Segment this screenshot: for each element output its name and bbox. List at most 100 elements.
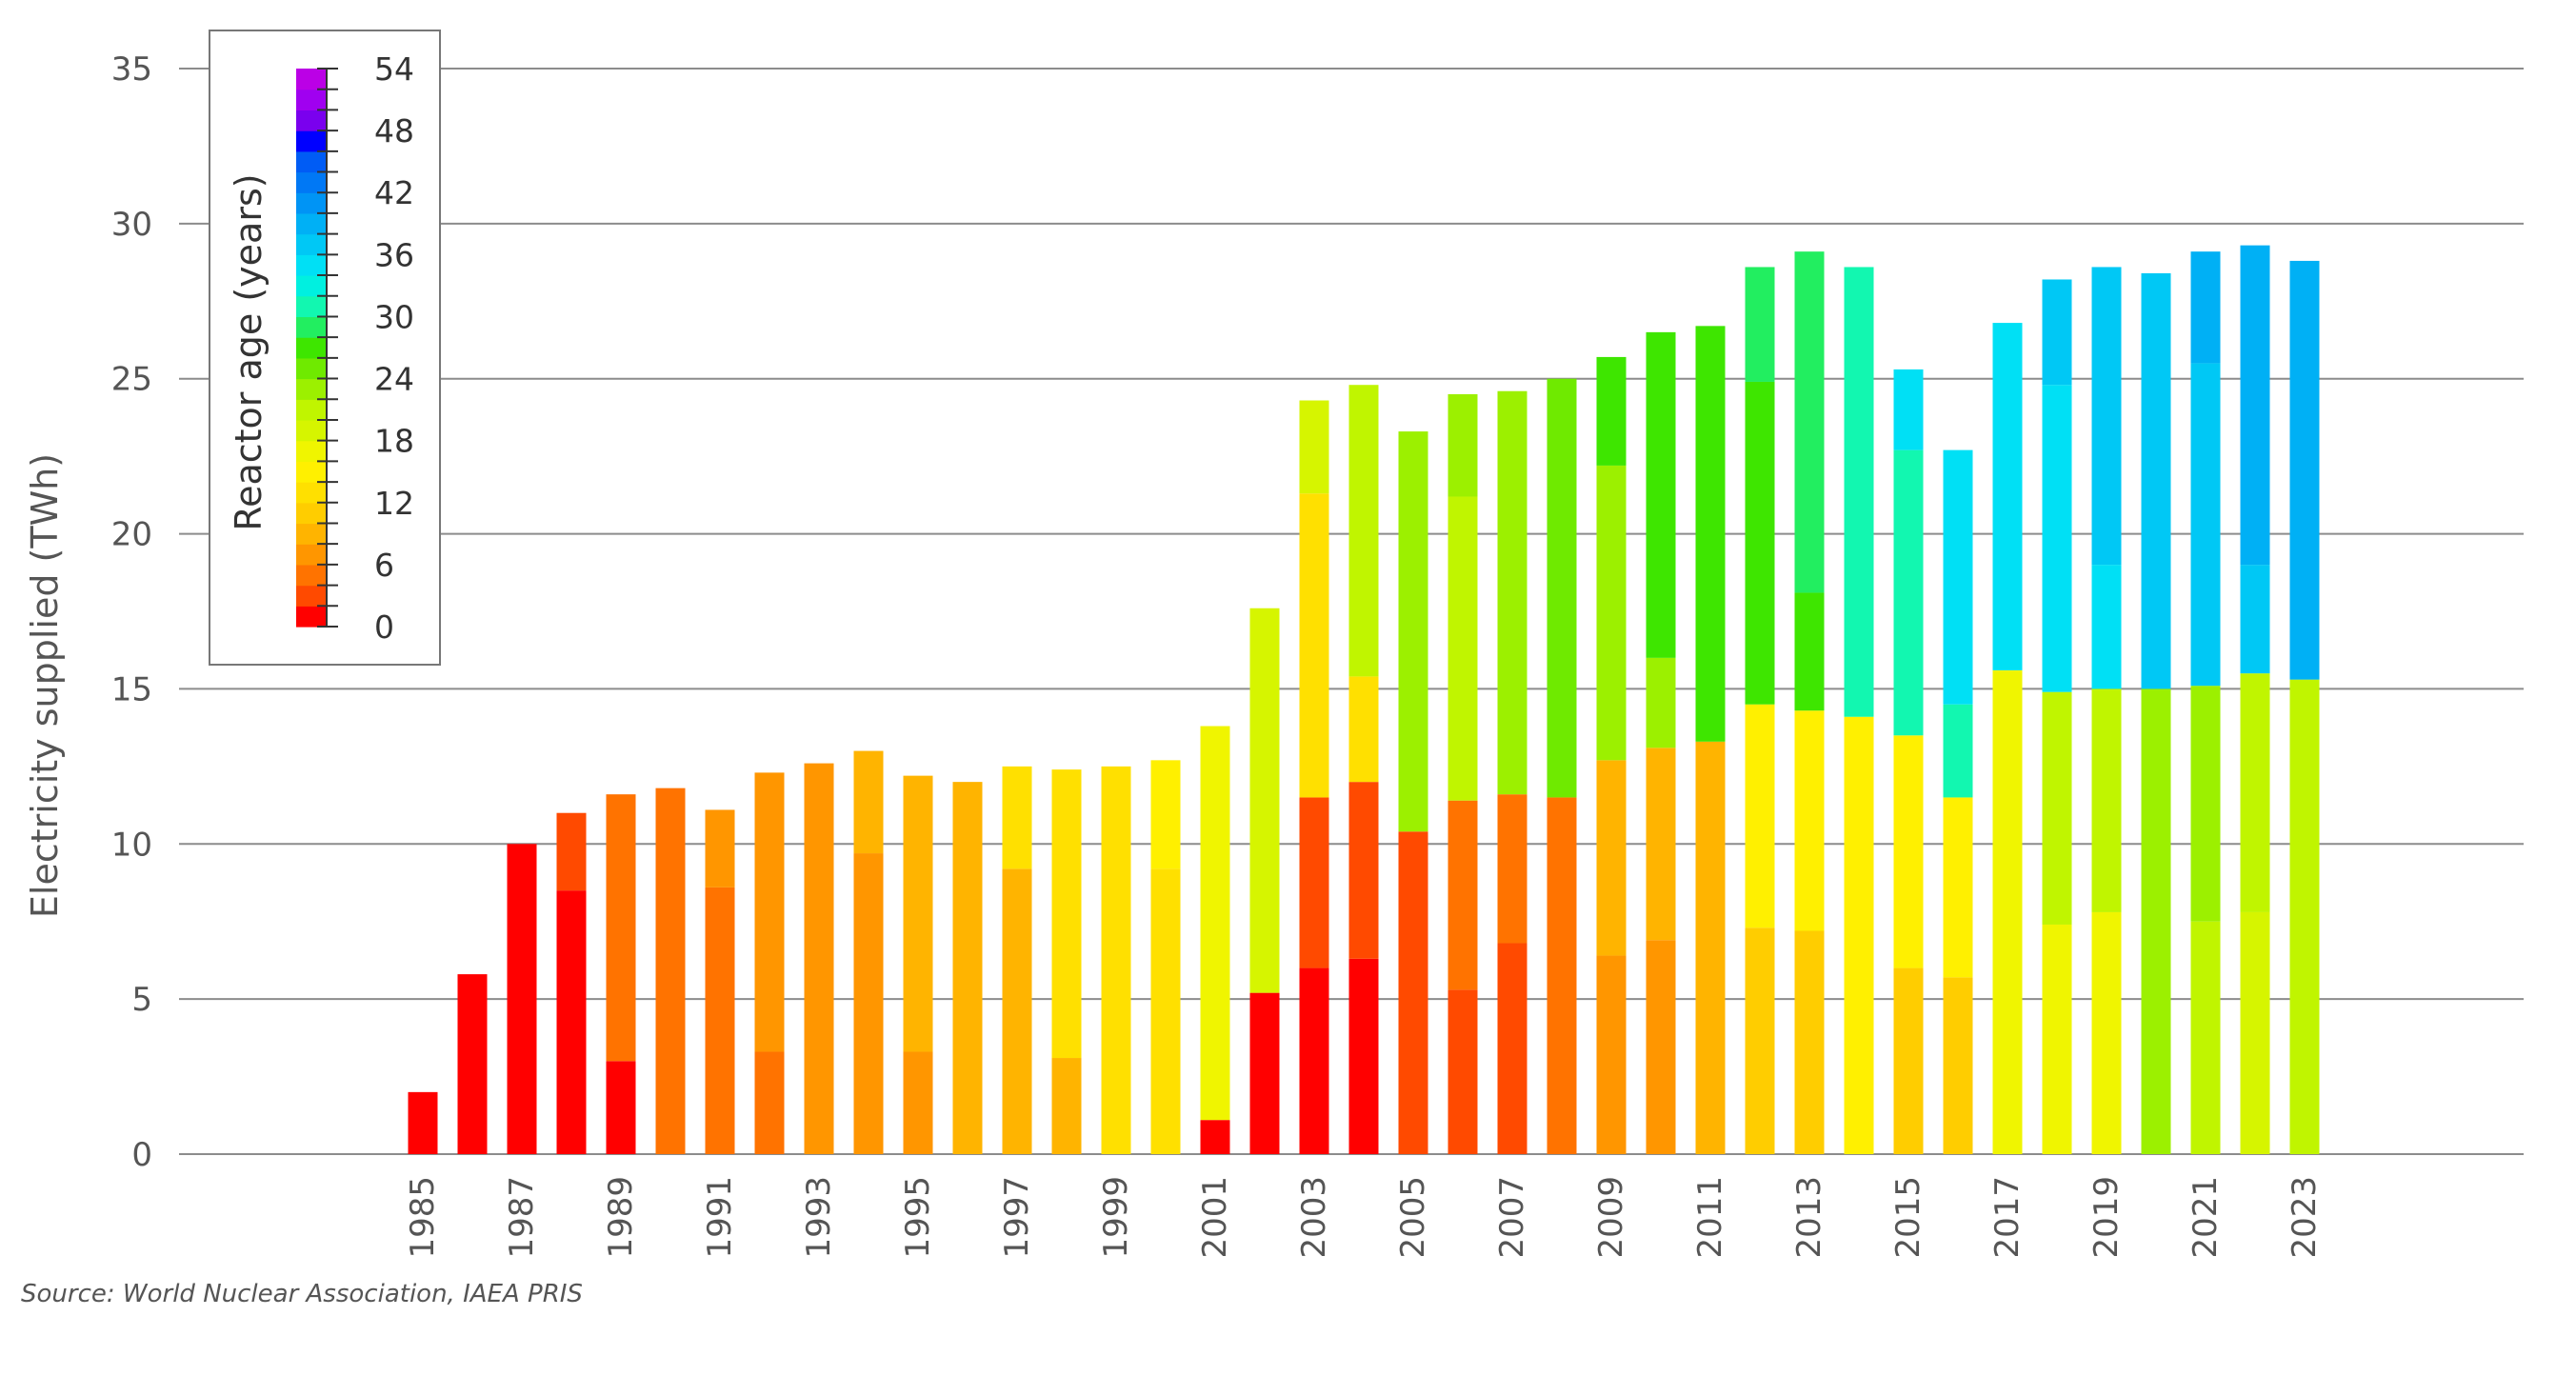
bar-2008 (1547, 378, 1577, 1154)
legend-swatch (296, 440, 327, 462)
bar-segment (2091, 565, 2122, 689)
bar-2017 (1992, 323, 2023, 1154)
y-axis-title: Electricity supplied (TWh) (24, 453, 66, 918)
bar-segment (1200, 726, 1230, 1121)
bar-1985 (408, 1091, 438, 1154)
bar-segment (1547, 797, 1577, 1154)
bar-segment (1299, 967, 1329, 1154)
bar-segment (1596, 356, 1627, 466)
legend-label: 54 (374, 50, 414, 88)
x-tick-label: 2005 (1394, 1176, 1432, 1259)
bar-segment (2141, 272, 2171, 689)
legend-colorbar (296, 68, 338, 628)
bar-segment (1893, 735, 1924, 968)
source-note: Source: World Nuclear Association, IAEA … (21, 1280, 583, 1308)
bar-segment (1299, 493, 1329, 798)
x-tick-label: 2011 (1691, 1176, 1729, 1259)
bar-segment (1448, 989, 1478, 1154)
x-tick-label: 2007 (1493, 1176, 1531, 1259)
bar-segment (2289, 679, 2320, 1154)
bar-segment (853, 853, 884, 1154)
bar-2013 (1794, 251, 1825, 1154)
bar-segment (1348, 782, 1379, 959)
legend-swatch (296, 606, 327, 628)
bar-segment (1299, 400, 1329, 494)
legend-swatch (296, 523, 327, 545)
bar-segment (1893, 369, 1924, 450)
bar-segment (1348, 676, 1379, 783)
legend-swatch (296, 192, 327, 214)
legend-swatch (296, 89, 327, 111)
x-tick-label: 1989 (602, 1176, 640, 1259)
bar-segment (1844, 267, 1874, 717)
y-tick-label: 0 (131, 1136, 152, 1174)
bar-2006 (1448, 394, 1478, 1154)
y-tick-label: 20 (111, 516, 152, 554)
legend-labels: 54 48 42 36 30 24 18 12 6 0 (374, 50, 414, 646)
bar-segment (606, 794, 636, 1062)
bar-2010 (1646, 331, 1676, 1154)
bar-segment (1249, 992, 1280, 1154)
legend-swatch (296, 316, 327, 338)
bar-1996 (952, 782, 983, 1154)
legend-swatch (296, 69, 327, 90)
bar-2011 (1695, 326, 1726, 1154)
x-tick-label: 2003 (1295, 1176, 1333, 1259)
x-tick-label: 1997 (998, 1176, 1036, 1259)
bar-2003 (1299, 400, 1329, 1154)
bar-segment (1002, 766, 1032, 869)
bar-segment (1101, 766, 1131, 1154)
bar-segment (903, 775, 933, 1052)
bar-2015 (1893, 369, 1924, 1154)
bar-segment (952, 782, 983, 1154)
y-tick-label: 30 (111, 206, 152, 244)
bar-segment (1943, 797, 1973, 978)
bar-segment (1794, 930, 1825, 1154)
bar-segment (2240, 911, 2270, 1154)
bar-2012 (1745, 267, 1775, 1154)
bar-segment (1051, 769, 1082, 1059)
bar-segment (1646, 331, 1676, 658)
bar-segment (2042, 385, 2072, 692)
bars (408, 245, 2320, 1154)
bar-1998 (1051, 769, 1082, 1154)
x-tick-label: 2009 (1592, 1176, 1630, 1259)
bar-1990 (655, 788, 686, 1154)
bar-1997 (1002, 766, 1032, 1154)
bar-segment (1448, 496, 1478, 801)
bar-2018 (2042, 279, 2072, 1154)
bar-segment (2091, 911, 2122, 1154)
x-tick-label: 2001 (1196, 1176, 1234, 1259)
x-tick-label: 2021 (2187, 1176, 2225, 1259)
bar-1988 (556, 812, 587, 1154)
bar-segment (1398, 831, 1428, 1154)
bar-segment (1943, 704, 1973, 798)
bar-1994 (853, 750, 884, 1154)
bar-segment (1844, 716, 1874, 1154)
legend-swatch (296, 461, 327, 483)
legend-swatch (296, 295, 327, 318)
x-tick-label: 2015 (1889, 1176, 1927, 1259)
bar-segment (1398, 431, 1428, 832)
legend-label: 0 (374, 608, 394, 646)
bar-segment (2042, 691, 2072, 925)
bar-segment (1547, 378, 1577, 798)
bar-1989 (606, 794, 636, 1154)
legend-swatch (296, 171, 327, 193)
legend-swatch (296, 254, 327, 276)
bar-segment (1943, 449, 1973, 705)
bar-segment (655, 788, 686, 1154)
bar-2022 (2240, 245, 2270, 1154)
bar-2002 (1249, 608, 1280, 1154)
bar-segment (2042, 279, 2072, 386)
x-tick-label: 1993 (800, 1176, 838, 1259)
bar-2007 (1497, 390, 1528, 1154)
bar-1993 (804, 763, 834, 1154)
legend-swatch (296, 378, 327, 400)
bar-1992 (754, 772, 785, 1154)
bar-2004 (1348, 385, 1379, 1154)
bar-segment (556, 890, 587, 1154)
legend-label: 48 (374, 112, 414, 150)
bar-1986 (457, 974, 488, 1154)
